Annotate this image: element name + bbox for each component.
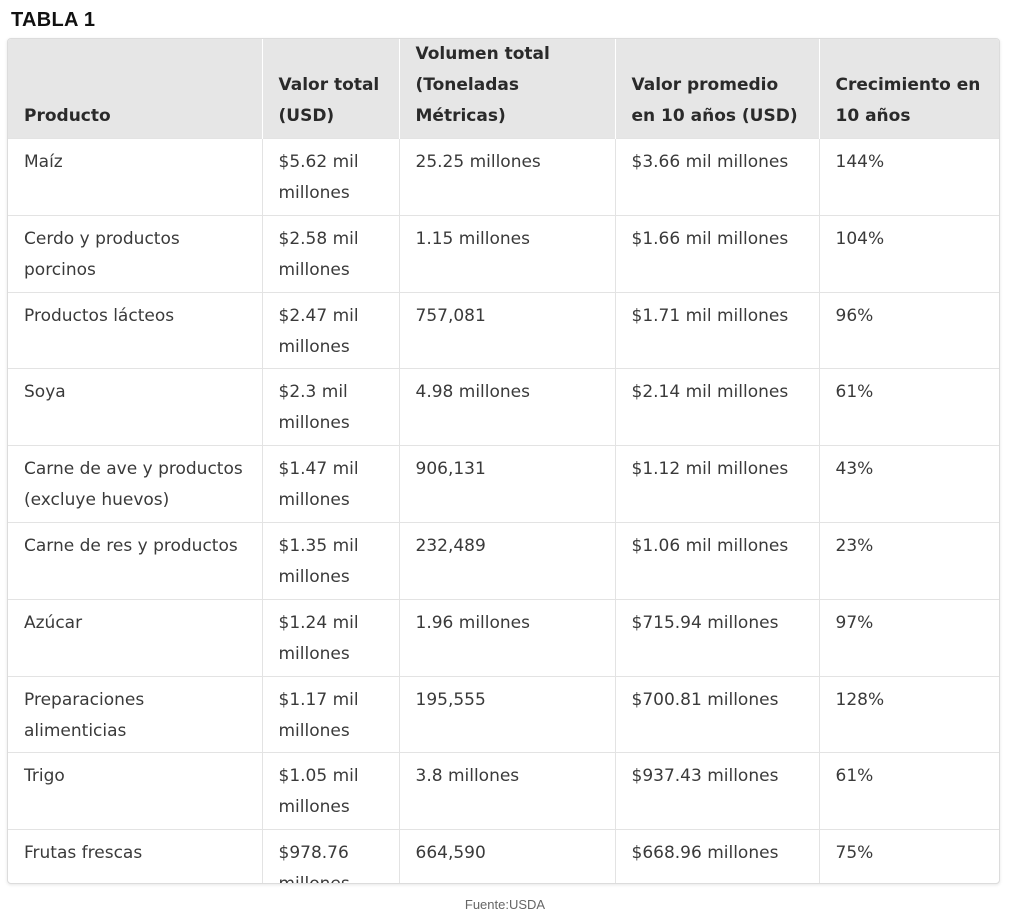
cell-volumen-total: 25.25 millones: [398, 138, 615, 216]
cell-volumen-total: 3.8 millones: [398, 752, 615, 830]
data-table-container: Producto Valor total (USD) Volumen total…: [7, 38, 1000, 884]
cell-crecimiento: 61%: [818, 752, 999, 830]
cell-valor-promedio: $1.06 mil millones: [614, 522, 819, 600]
table-row: Cerdo y productos porcinos $2.58 mil mil…: [8, 215, 999, 293]
cell-valor-total: $2.47 mil millones: [261, 292, 399, 369]
table-row: Soya $2.3 mil millones 4.98 millones $2.…: [8, 368, 999, 446]
cell-producto: Preparaciones alimenticias: [24, 689, 145, 741]
header-crecimiento: Crecimiento en 10 años: [818, 39, 999, 139]
cell-producto: Carne de ave y productos (excluye huevos…: [24, 459, 243, 511]
table-row: Carne de res y productos $1.35 mil millo…: [8, 522, 999, 600]
cell-crecimiento: 144%: [818, 138, 999, 216]
cell-crecimiento: 75%: [818, 829, 999, 883]
cell-volumen-total: 4.98 millones: [398, 368, 615, 446]
cell-valor-promedio: $3.66 mil millones: [614, 138, 819, 216]
cell-valor-promedio: $668.96 millones: [614, 829, 819, 883]
cell-producto: Maíz: [24, 152, 63, 172]
cell-valor-total: $1.24 mil millones: [261, 599, 399, 677]
header-volumen-total: Volumen total (Toneladas Métricas): [398, 39, 615, 139]
cell-valor-promedio: $2.14 mil millones: [614, 368, 819, 446]
table-row: Preparaciones alimenticias $1.17 mil mil…: [8, 676, 999, 753]
cell-volumen-total: 1.15 millones: [398, 215, 615, 293]
cell-valor-total: $2.58 mil millones: [261, 215, 399, 293]
cell-crecimiento: 96%: [818, 292, 999, 369]
header-valor-total: Valor total (USD): [261, 39, 399, 139]
cell-valor-total: $2.3 mil millones: [261, 368, 399, 446]
cell-volumen-total: 195,555: [398, 676, 615, 753]
cell-volumen-total: 757,081: [398, 292, 615, 369]
cell-valor-promedio: $1.66 mil millones: [614, 215, 819, 293]
cell-producto: Frutas frescas: [24, 843, 143, 864]
cell-valor-promedio: $1.71 mil millones: [614, 292, 819, 369]
cell-producto: Productos lácteos: [24, 305, 175, 326]
cell-valor-total: $978.76 millones: [261, 829, 399, 883]
table-row: Trigo $1.05 mil millones 3.8 millones $9…: [8, 752, 999, 830]
cell-volumen-total: 1.96 millones: [398, 599, 615, 677]
page-title: TABLA 1: [11, 9, 96, 31]
table-row: Azúcar $1.24 mil millones 1.96 millones …: [8, 599, 999, 677]
cell-crecimiento: 43%: [818, 445, 999, 523]
cell-producto: Soya: [24, 382, 66, 403]
cell-valor-promedio: $937.43 millones: [614, 752, 819, 830]
table-header-row: Producto Valor total (USD) Volumen total…: [8, 39, 999, 139]
cell-valor-total: $1.35 mil millones: [261, 522, 399, 600]
header-producto: Producto: [24, 106, 111, 126]
table-row: Frutas frescas $978.76 millones 664,590 …: [8, 829, 999, 883]
table-row: Productos lácteos $2.47 mil millones 757…: [8, 292, 999, 369]
cell-crecimiento: 23%: [818, 522, 999, 600]
cell-crecimiento: 97%: [818, 599, 999, 677]
table-row: Maíz $5.62 mil millones 25.25 millones $…: [8, 138, 999, 216]
cell-volumen-total: 232,489: [398, 522, 615, 600]
cell-producto: Trigo: [24, 766, 65, 787]
cell-volumen-total: 664,590: [398, 829, 615, 883]
source-caption: Fuente:USDA: [464, 897, 546, 912]
cell-crecimiento: 61%: [818, 368, 999, 446]
cell-producto: Carne de res y productos: [24, 535, 238, 556]
cell-valor-total: $1.47 mil millones: [261, 445, 399, 523]
table-row: Carne de ave y productos (excluye huevos…: [8, 445, 999, 523]
cell-valor-promedio: $700.81 millones: [614, 676, 819, 753]
data-table: Producto Valor total (USD) Volumen total…: [8, 39, 999, 883]
cell-producto: Azúcar: [24, 612, 83, 633]
cell-valor-total: $5.62 mil millones: [261, 138, 399, 216]
cell-producto: Cerdo y productos porcinos: [24, 228, 180, 280]
cell-valor-total: $1.17 mil millones: [261, 676, 399, 753]
header-valor-promedio: Valor promedio en 10 años (USD): [614, 39, 819, 139]
cell-crecimiento: 104%: [818, 215, 999, 293]
cell-valor-promedio: $715.94 millones: [614, 599, 819, 677]
cell-crecimiento: 128%: [818, 676, 999, 753]
cell-valor-promedio: $1.12 mil millones: [614, 445, 819, 523]
cell-valor-total: $1.05 mil millones: [261, 752, 399, 830]
cell-volumen-total: 906,131: [398, 445, 615, 523]
